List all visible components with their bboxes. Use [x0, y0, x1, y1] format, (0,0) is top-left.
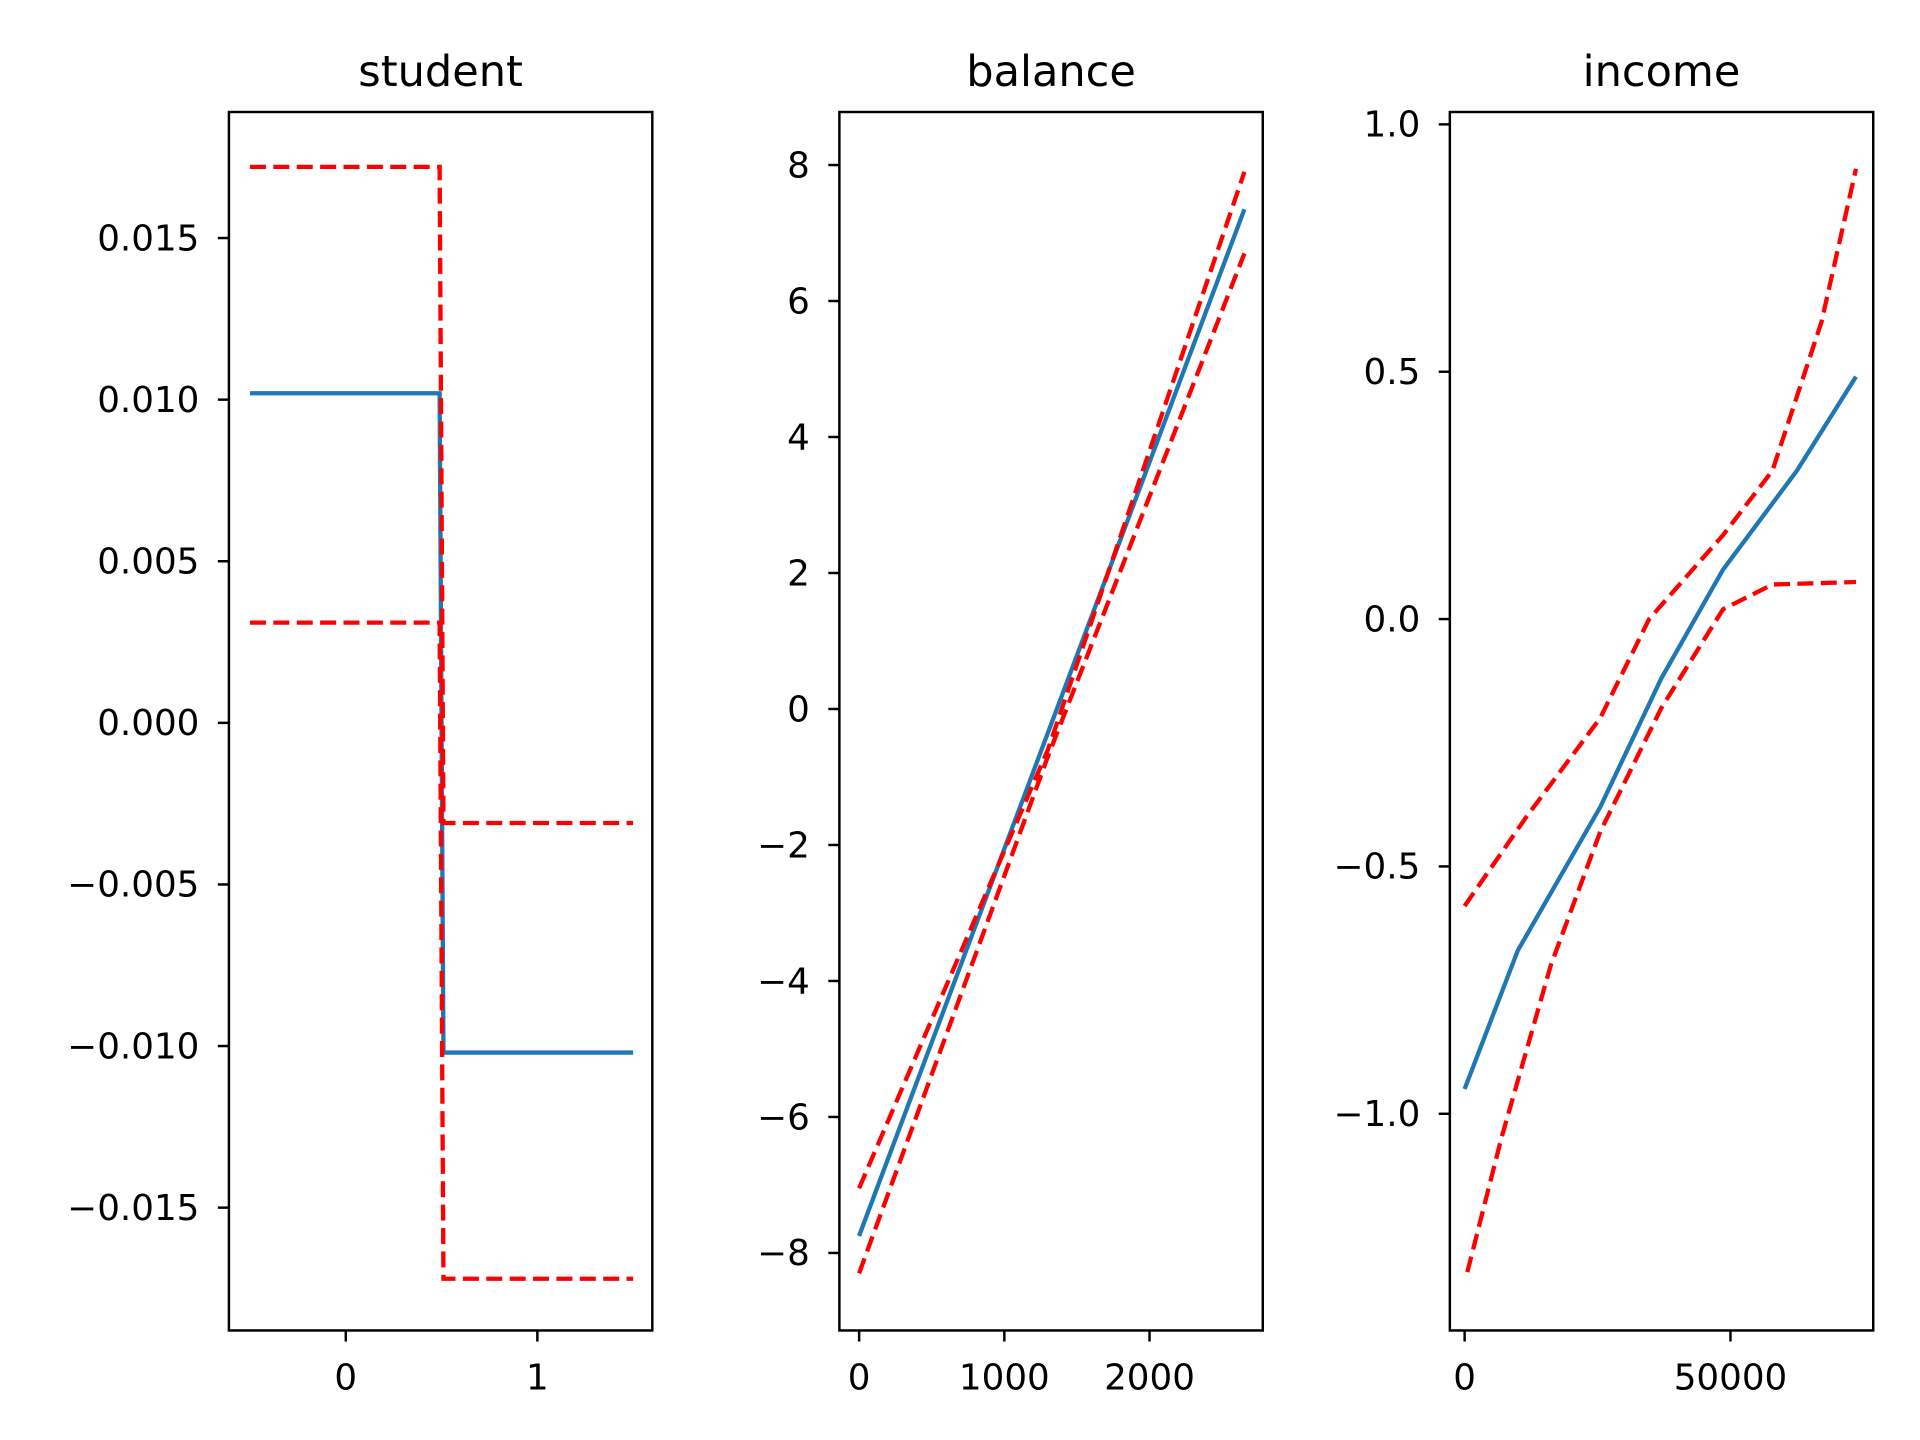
x-tick-label: 0	[1453, 1358, 1476, 1399]
y-tick-label: −2	[757, 825, 810, 866]
y-tick-label: −0.5	[1334, 847, 1421, 888]
series-line-upper	[249, 164, 634, 826]
y-tick-label: 6	[787, 281, 810, 322]
x-tick-label: 0	[848, 1358, 871, 1399]
y-tick-label: 0.015	[97, 218, 199, 259]
series-line-upper	[857, 171, 1247, 1190]
y-tick-label: 0.0	[1364, 599, 1421, 640]
subplot-title: student	[358, 47, 523, 97]
series-line-lower	[249, 620, 634, 1281]
series-line-upper	[1462, 168, 1859, 908]
subplot-balance: balance 0 1000 2000 8 6 4 2 0 −2 −4 −6 −8	[757, 47, 1264, 1399]
y-tick-label: 8	[787, 145, 810, 186]
y-tick-label: −0.015	[67, 1188, 199, 1229]
y-tick-label: 0	[787, 689, 810, 730]
y-tick-label: 1.0	[1364, 105, 1421, 146]
series-line-lower	[857, 252, 1247, 1275]
y-tick-label: 0.5	[1364, 352, 1421, 393]
y-tick-label: −0.005	[67, 865, 199, 906]
x-tick-label: 2000	[1104, 1358, 1195, 1399]
y-tick-label: 4	[787, 417, 810, 458]
y-tick-label: 0.010	[97, 380, 199, 421]
axes-frame	[838, 110, 1264, 1332]
subplot-income: income 0 50000 1.0 0.5 0.0 −0.5 −1.0	[1334, 47, 1875, 1399]
x-tick-label: 50000	[1674, 1358, 1788, 1399]
y-tick-label: 2	[787, 553, 810, 594]
y-tick-label: 0.005	[97, 542, 199, 583]
y-tick-label: −0.010	[67, 1026, 199, 1067]
axes-frame	[227, 110, 654, 1332]
y-tick-label: −6	[757, 1097, 810, 1138]
y-tick-label: −1.0	[1334, 1094, 1421, 1135]
y-tick-label: −4	[757, 961, 810, 1002]
y-tick-label: 0.000	[97, 703, 199, 744]
subplot-student: student 0 1 0.015 0.010 0.005 0.000 −0.005 −0.01…	[67, 47, 654, 1399]
x-tick-label: 0	[334, 1358, 357, 1399]
subplot-title: balance	[966, 47, 1136, 97]
series-line-estimate	[1462, 375, 1858, 1090]
axes-frame	[1448, 110, 1875, 1332]
subplot-title: income	[1583, 47, 1741, 97]
x-tick-label: 1	[526, 1358, 549, 1399]
y-tick-label: −8	[757, 1233, 810, 1274]
series-line-estimate	[857, 208, 1247, 1237]
x-tick-label: 1000	[959, 1358, 1050, 1399]
series-line-lower	[1465, 579, 1857, 1273]
